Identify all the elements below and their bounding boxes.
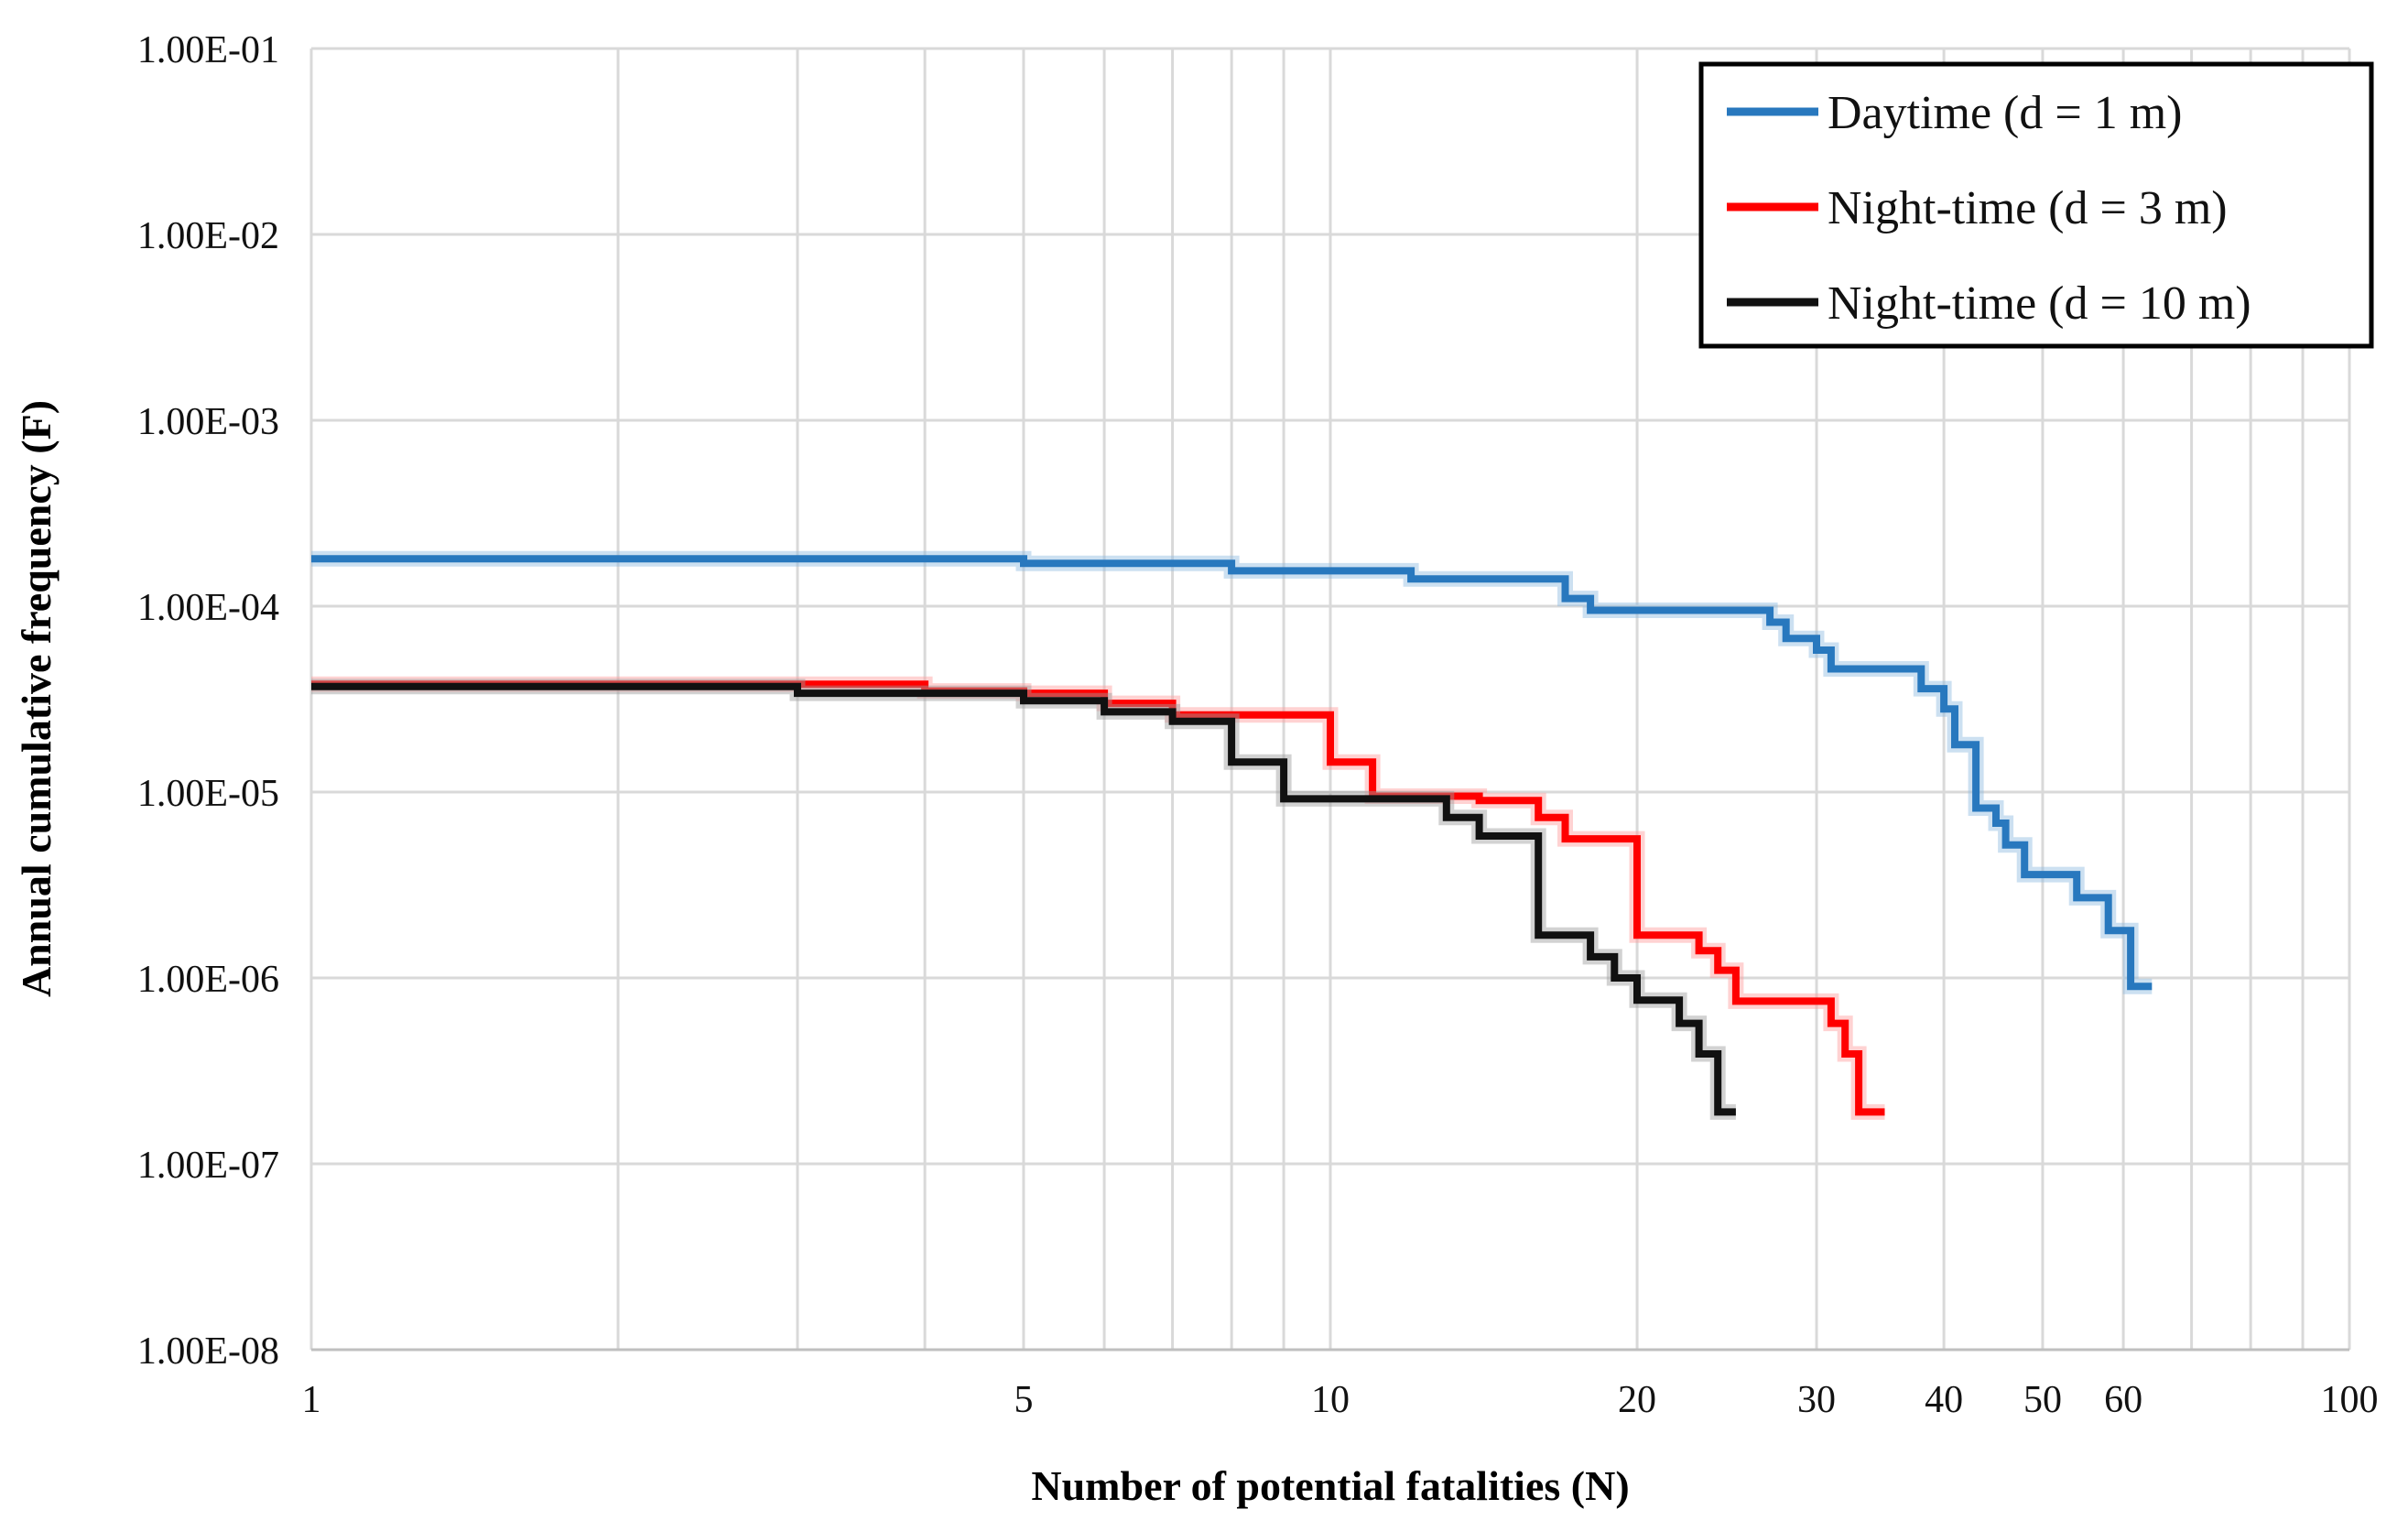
series-halo-1 xyxy=(311,676,1885,1120)
legend-label-0: Daytime (d = 1 m) xyxy=(1828,87,2182,139)
y-tick-label: 1.00E-07 xyxy=(137,1145,279,1187)
y-tick-label: 1.00E-08 xyxy=(137,1330,279,1373)
y-tick-label: 1.00E-03 xyxy=(137,401,279,443)
x-axis-title: Number of potential fatalities (N) xyxy=(1031,1462,1629,1509)
y-tick-label: 1.00E-05 xyxy=(137,773,279,815)
series-line-1 xyxy=(311,680,1885,1116)
x-tick-label: 10 xyxy=(1311,1379,1350,1421)
y-tick-label: 1.00E-02 xyxy=(137,215,279,257)
y-axis-tick-labels: 1.00E-01 1.00E-02 1.00E-03 1.00E-04 1.00E-05… xyxy=(137,29,279,1373)
x-tick-label: 40 xyxy=(1925,1379,1963,1421)
series-line-2 xyxy=(311,682,1736,1116)
y-axis-title: Annual cumulative frequency (F) xyxy=(13,400,60,997)
x-tick-label: 30 xyxy=(1797,1379,1836,1421)
legend: Daytime (d = 1 m) Night-time (d = 3 m) Nig… xyxy=(1698,61,2374,349)
series-lines xyxy=(311,550,2153,1120)
x-tick-label: 50 xyxy=(2023,1379,2062,1421)
x-axis-tick-labels: 1 5 10 20 30 40 50 60 100 xyxy=(302,1379,2379,1421)
series-line-0 xyxy=(311,555,2153,991)
x-tick-label: 5 xyxy=(1014,1379,1033,1421)
x-tick-label: 60 xyxy=(2104,1379,2142,1421)
x-tick-label: 20 xyxy=(1618,1379,1656,1421)
y-tick-label: 1.00E-04 xyxy=(137,587,279,629)
x-tick-label: 1 xyxy=(302,1379,321,1421)
legend-label-1: Night-time (d = 3 m) xyxy=(1828,182,2228,234)
y-tick-label: 1.00E-01 xyxy=(137,29,279,71)
x-tick-label: 100 xyxy=(2321,1379,2379,1421)
y-tick-label: 1.00E-06 xyxy=(137,959,279,1001)
legend-label-2: Night-time (d = 10 m) xyxy=(1828,277,2251,330)
